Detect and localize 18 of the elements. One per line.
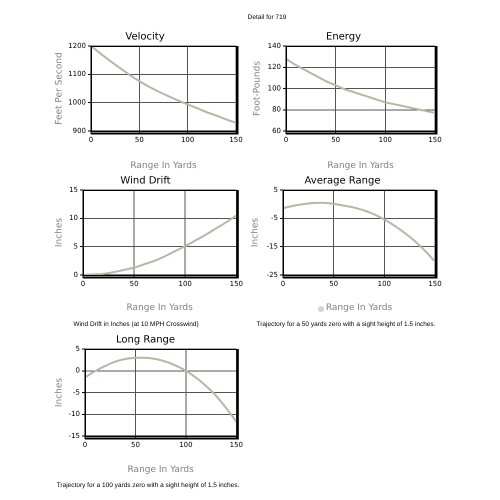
chart-title: Long Range <box>116 334 176 346</box>
y-axis-title: Inches <box>54 378 65 408</box>
chart-title: Average Range <box>304 176 380 187</box>
chart-title: Velocity <box>125 32 165 43</box>
line-series <box>85 356 236 423</box>
y-axis-title: Inches <box>54 218 65 248</box>
y-axis-title: Feet Per Second <box>54 52 65 125</box>
x-axis-title: Range In Yards <box>130 160 197 171</box>
x-axis-title: Range In Yards <box>127 464 194 475</box>
chart-title: Wind Drift <box>120 176 171 187</box>
x-axis-title: Range In Yards <box>326 302 392 313</box>
line-series <box>286 58 435 114</box>
y-axis-title: Inches <box>250 218 261 248</box>
chart-title: Energy <box>326 32 362 43</box>
line-series <box>283 202 435 263</box>
x-axis-title: Range In Yards <box>126 302 194 313</box>
y-axis-title: Foot-Pounds <box>252 60 263 116</box>
x-axis-title: Range In Yards <box>327 160 394 171</box>
